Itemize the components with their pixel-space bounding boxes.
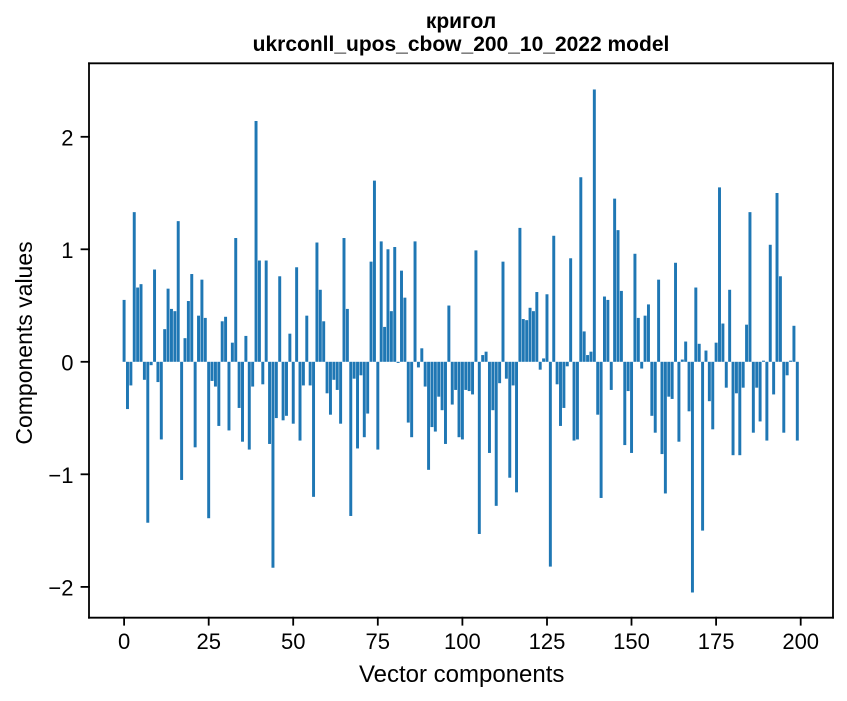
svg-text:−2: −2 <box>48 575 73 600</box>
svg-text:175: 175 <box>698 629 735 654</box>
svg-text:75: 75 <box>366 629 390 654</box>
svg-text:ukrconll_upos_cbow_200_10_2022: ukrconll_upos_cbow_200_10_2022 model <box>253 33 670 56</box>
svg-text:25: 25 <box>196 629 220 654</box>
svg-text:200: 200 <box>782 629 819 654</box>
svg-text:−1: −1 <box>48 463 73 488</box>
svg-text:125: 125 <box>529 629 566 654</box>
svg-text:0: 0 <box>118 629 130 654</box>
svg-text:Components values: Components values <box>11 241 37 444</box>
svg-text:50: 50 <box>281 629 305 654</box>
svg-text:0: 0 <box>61 350 73 375</box>
svg-text:кригол: кригол <box>426 10 496 33</box>
svg-text:100: 100 <box>444 629 481 654</box>
svg-text:150: 150 <box>613 629 650 654</box>
svg-text:Vector components: Vector components <box>359 661 564 688</box>
svg-text:2: 2 <box>61 125 73 150</box>
svg-text:1: 1 <box>61 238 73 263</box>
